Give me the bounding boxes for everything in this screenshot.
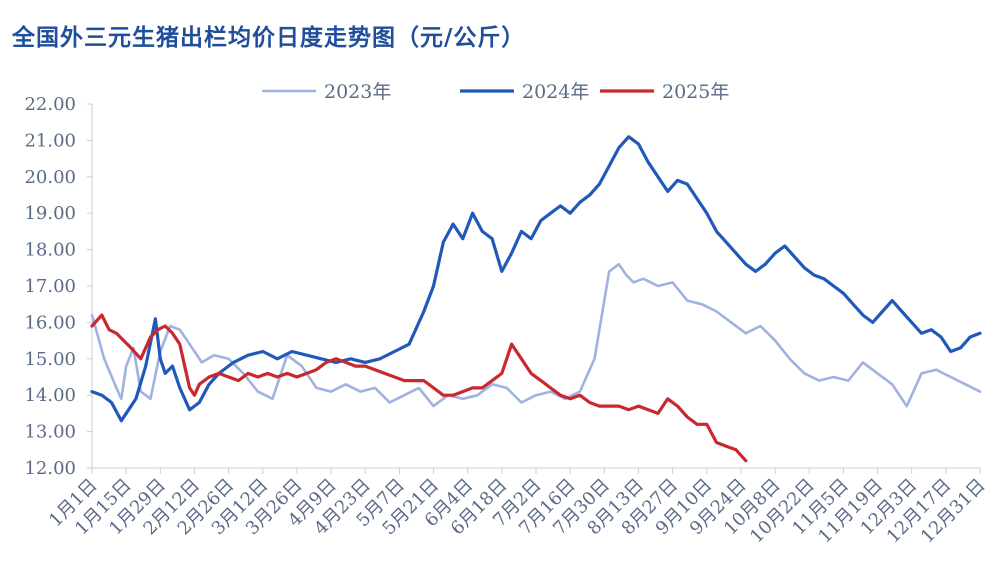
y-tick-label: 22.00	[24, 94, 76, 115]
y-tick-label: 21.00	[24, 130, 76, 151]
legend: 2023年 2024年 2025年	[262, 81, 729, 103]
y-tick-label: 18.00	[24, 240, 76, 261]
y-tick-label: 14.00	[24, 385, 76, 406]
chart-title: 全国外三元生猪出栏均价日度走势图（元/公斤）	[12, 25, 526, 51]
axes: 12.00 13.00 14.00 15.00 16.00 17.00 18.00 19.00…	[24, 94, 989, 547]
series-line-2023年	[90, 262, 982, 408]
legend-label: 2025年	[662, 81, 729, 103]
y-tick-label: 20.00	[24, 167, 76, 188]
y-tick-label: 13.00	[24, 422, 76, 443]
y-tick-label: 17.00	[24, 276, 76, 297]
y-tick-label: 16.00	[24, 312, 76, 333]
y-tick-label: 19.00	[24, 203, 76, 224]
y-tick-label: 12.00	[24, 458, 76, 479]
legend-label: 2023年	[324, 81, 391, 103]
series-layer	[90, 135, 982, 463]
legend-label: 2024年	[522, 81, 589, 103]
series-line-2024年	[90, 135, 982, 423]
y-tick-label: 15.00	[24, 349, 76, 370]
series-line-2025年	[90, 313, 748, 463]
